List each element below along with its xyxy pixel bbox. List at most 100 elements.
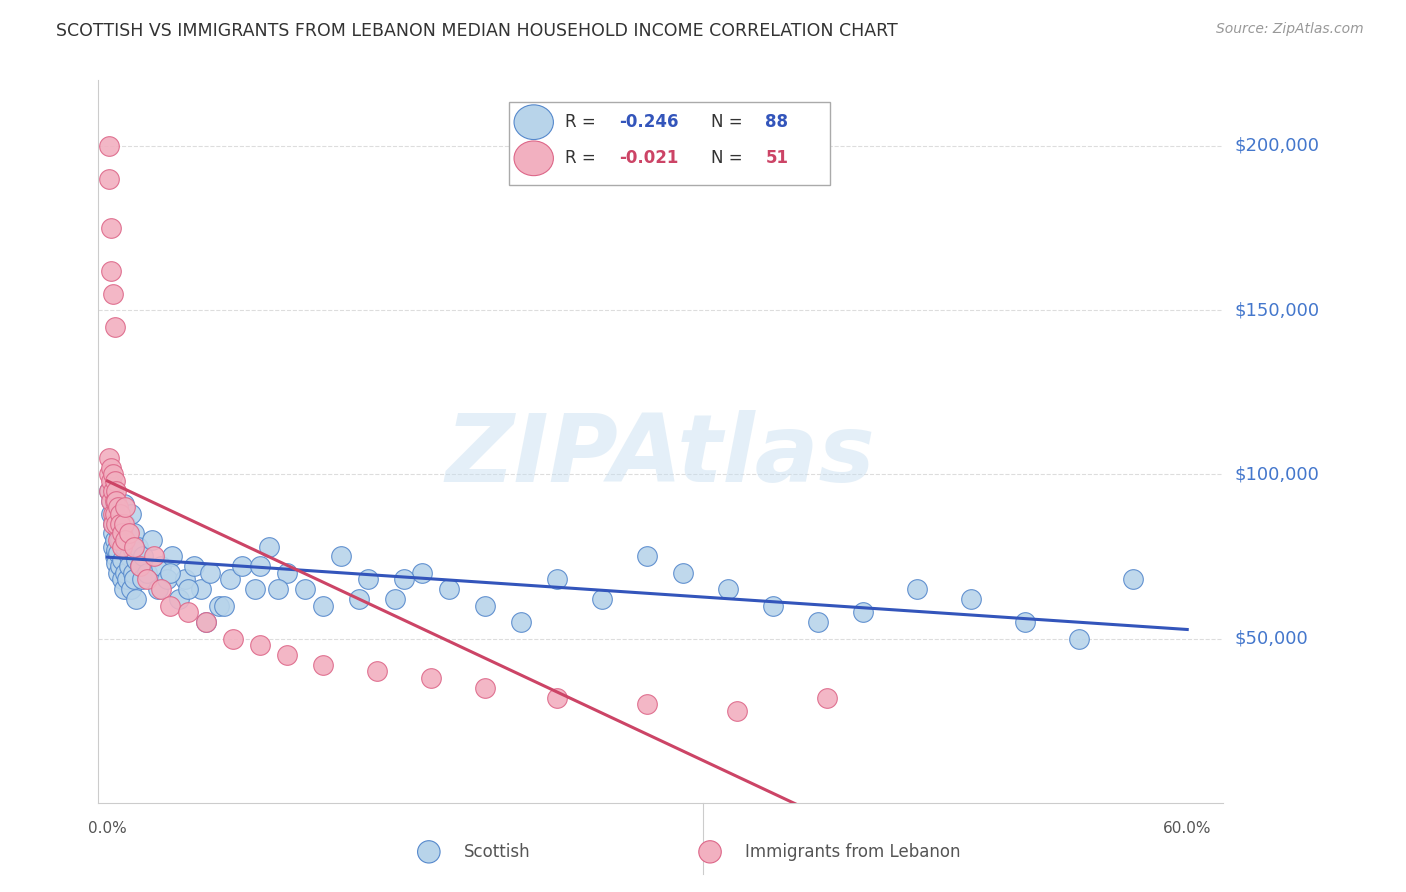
Point xyxy=(132,549,155,564)
Point xyxy=(214,599,236,613)
Point xyxy=(384,592,406,607)
Text: N =: N = xyxy=(711,149,748,168)
Point xyxy=(177,582,200,597)
Text: Source: ZipAtlas.com: Source: ZipAtlas.com xyxy=(1216,22,1364,37)
Point xyxy=(725,704,748,718)
Point xyxy=(1122,573,1144,587)
Point xyxy=(222,632,245,646)
Point xyxy=(111,553,134,567)
Point xyxy=(120,507,142,521)
Point xyxy=(115,526,138,541)
Text: 60.0%: 60.0% xyxy=(1163,822,1212,837)
Point xyxy=(98,483,121,498)
Point xyxy=(762,599,785,613)
Point xyxy=(114,516,136,531)
Point xyxy=(195,615,218,630)
Point xyxy=(108,559,131,574)
Point xyxy=(131,573,153,587)
Point xyxy=(98,450,121,465)
Point xyxy=(108,516,131,531)
Point xyxy=(349,592,371,607)
Point xyxy=(159,566,181,580)
Point xyxy=(101,467,124,482)
Point xyxy=(120,582,142,597)
Point xyxy=(100,493,122,508)
Point xyxy=(112,582,135,597)
Point xyxy=(150,559,173,574)
Point xyxy=(101,516,124,531)
Point xyxy=(546,690,568,705)
Point xyxy=(100,507,122,521)
Point xyxy=(136,566,159,580)
Point xyxy=(150,582,173,597)
Point xyxy=(124,540,146,554)
Point xyxy=(121,566,143,580)
Point xyxy=(672,566,695,580)
Text: 88: 88 xyxy=(765,113,789,131)
Point xyxy=(107,533,129,547)
Point xyxy=(330,549,353,564)
Text: $50,000: $50,000 xyxy=(1234,630,1308,648)
Point xyxy=(127,540,149,554)
Point xyxy=(312,657,335,672)
Point xyxy=(366,665,388,679)
Point xyxy=(107,523,129,537)
Point xyxy=(852,605,875,619)
Point xyxy=(104,500,127,515)
Point xyxy=(105,542,128,557)
Point xyxy=(218,573,240,587)
Point xyxy=(111,573,134,587)
Point xyxy=(104,507,127,521)
Point xyxy=(112,516,135,531)
Text: 51: 51 xyxy=(765,149,789,168)
Point xyxy=(98,467,121,482)
Point xyxy=(105,510,128,524)
Point xyxy=(114,533,136,547)
Point xyxy=(474,681,496,695)
Text: SCOTTISH VS IMMIGRANTS FROM LEBANON MEDIAN HOUSEHOLD INCOME CORRELATION CHART: SCOTTISH VS IMMIGRANTS FROM LEBANON MEDI… xyxy=(56,22,898,40)
Point xyxy=(439,582,461,597)
Point xyxy=(108,533,131,547)
Point xyxy=(105,483,128,498)
Text: -0.021: -0.021 xyxy=(619,149,679,168)
Point xyxy=(111,540,134,554)
Point xyxy=(98,139,121,153)
Point xyxy=(104,474,127,488)
Point xyxy=(124,573,146,587)
Point xyxy=(169,592,191,607)
Point xyxy=(474,599,496,613)
Text: $150,000: $150,000 xyxy=(1234,301,1319,319)
Text: R =: R = xyxy=(565,113,602,131)
Point xyxy=(101,286,124,301)
Point xyxy=(105,493,128,508)
Point xyxy=(190,582,212,597)
Point xyxy=(717,582,740,597)
Point xyxy=(177,605,200,619)
Point xyxy=(101,540,124,554)
Point xyxy=(208,599,231,613)
Point xyxy=(136,573,159,587)
Point xyxy=(905,582,928,597)
Text: N =: N = xyxy=(711,113,748,131)
Point xyxy=(312,599,335,613)
Text: R =: R = xyxy=(565,149,602,168)
Point xyxy=(118,559,141,574)
Point xyxy=(121,542,143,557)
Point xyxy=(195,615,218,630)
Point xyxy=(267,582,290,597)
Text: $100,000: $100,000 xyxy=(1234,466,1319,483)
Point xyxy=(101,507,124,521)
Point xyxy=(259,540,281,554)
Point xyxy=(101,483,124,498)
Text: Scottish: Scottish xyxy=(464,843,530,861)
Point xyxy=(815,690,838,705)
Point xyxy=(249,638,271,652)
Point xyxy=(807,615,830,630)
Point xyxy=(98,171,121,186)
Point xyxy=(243,582,266,597)
Point xyxy=(104,319,127,334)
Point xyxy=(394,573,416,587)
Point xyxy=(128,559,150,574)
Point xyxy=(105,516,128,531)
Point xyxy=(107,546,129,560)
